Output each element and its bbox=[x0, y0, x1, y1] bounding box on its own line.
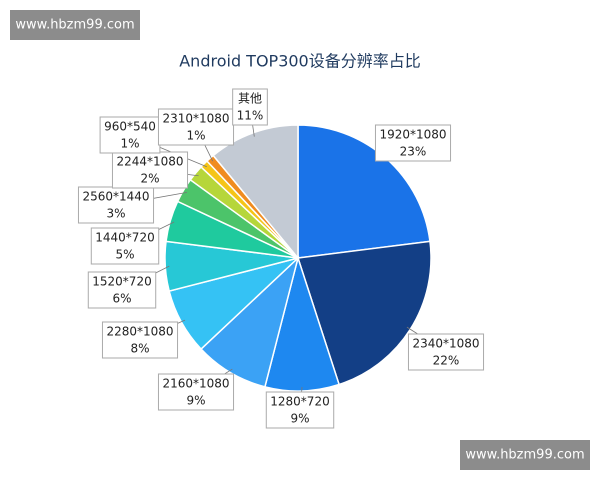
category-label: 2340*1080 bbox=[412, 337, 479, 351]
data-label: 2280*1080 8% bbox=[101, 321, 179, 359]
pie bbox=[164, 124, 432, 392]
category-label: 1440*720 bbox=[95, 231, 154, 245]
category-label: 2280*1080 bbox=[106, 325, 173, 339]
value-label: 3% bbox=[106, 207, 125, 221]
data-label: 1440*720 5% bbox=[90, 227, 160, 265]
value-label: 5% bbox=[115, 248, 134, 262]
watermark: www.hbzm99.com bbox=[465, 448, 584, 463]
data-label: 2560*1440 3% bbox=[77, 186, 155, 224]
data-label: 2310*1080 1% bbox=[157, 108, 235, 146]
labels: 1920*108023%2340*108022%1280*7209%2160*1… bbox=[77, 88, 485, 429]
value-label: 6% bbox=[112, 292, 131, 306]
category-label: 其他 bbox=[238, 92, 262, 106]
chart-title: Android TOP300设备分辨率占比 bbox=[179, 52, 421, 71]
data-label: 其他 11% bbox=[232, 88, 268, 126]
watermark: www.hbzm99.com bbox=[15, 18, 134, 33]
category-label: 2244*1080 bbox=[116, 155, 183, 169]
category-label: 1280*720 bbox=[270, 395, 329, 409]
category-label: 1520*720 bbox=[92, 275, 151, 289]
category-label: 2310*1080 bbox=[162, 112, 229, 126]
data-label: 1920*1080 23% bbox=[374, 124, 452, 162]
value-label: 9% bbox=[186, 394, 205, 408]
data-label: 960*540 1% bbox=[99, 116, 161, 154]
watermark-box bbox=[10, 10, 140, 40]
label-box bbox=[157, 108, 235, 146]
watermark-box bbox=[460, 440, 590, 470]
category-label: 2160*1080 bbox=[162, 377, 229, 391]
data-label: 2160*1080 9% bbox=[157, 373, 235, 411]
value-label: 2% bbox=[140, 172, 159, 186]
data-label: 2244*1080 2% bbox=[111, 151, 189, 189]
data-label: 2340*1080 22% bbox=[407, 333, 485, 371]
label-box bbox=[101, 321, 179, 359]
label-box bbox=[90, 227, 160, 265]
label-box bbox=[407, 333, 485, 371]
pie-slice bbox=[212, 124, 299, 261]
value-label: 1% bbox=[120, 137, 139, 151]
label-box bbox=[157, 373, 235, 411]
data-label: 1520*720 6% bbox=[87, 271, 157, 309]
value-label: 9% bbox=[290, 412, 309, 426]
value-label: 1% bbox=[186, 129, 205, 143]
label-box bbox=[87, 271, 157, 309]
category-label: 2560*1440 bbox=[82, 190, 149, 204]
data-label: 1280*720 9% bbox=[265, 391, 335, 429]
label-box bbox=[265, 391, 335, 429]
category-label: 960*540 bbox=[104, 120, 156, 134]
label-box bbox=[232, 88, 268, 126]
label-box bbox=[99, 116, 161, 154]
value-label: 8% bbox=[130, 342, 149, 356]
value-label: 23% bbox=[400, 145, 427, 159]
value-label: 22% bbox=[433, 354, 460, 368]
category-label: 1920*1080 bbox=[379, 128, 446, 142]
label-box bbox=[111, 151, 189, 189]
label-box bbox=[77, 186, 155, 224]
label-box bbox=[374, 124, 452, 162]
value-label: 11% bbox=[237, 109, 264, 123]
